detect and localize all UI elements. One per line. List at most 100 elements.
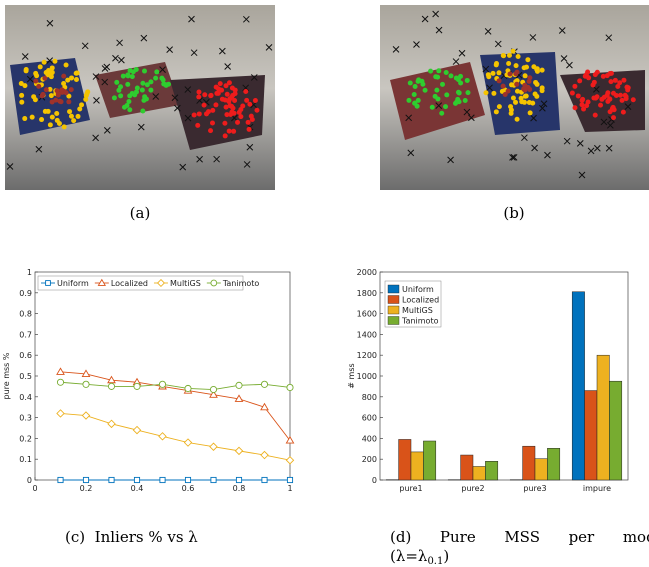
- feature-cross: [243, 161, 251, 168]
- data-point: [234, 446, 244, 456]
- feature-point: [590, 82, 596, 88]
- feature-point: [229, 85, 235, 91]
- data-point: [285, 456, 295, 465]
- x-tick-label: 0.2: [80, 484, 93, 493]
- feature-point: [65, 77, 71, 83]
- feature-cross: [196, 155, 203, 163]
- feature-point: [249, 117, 255, 123]
- data-point: [133, 476, 141, 484]
- feature-point: [42, 75, 48, 81]
- legend-swatch: [387, 295, 400, 304]
- feature-point: [223, 83, 229, 89]
- feature-point: [513, 63, 519, 69]
- feature-point: [625, 85, 631, 91]
- feature-point: [434, 87, 440, 93]
- x-tick-label: impure: [583, 484, 611, 493]
- bar: [571, 291, 585, 481]
- y-tick-label: 0.9: [19, 289, 32, 298]
- legend-marker: [210, 279, 218, 287]
- legend-label: Localized: [111, 279, 148, 288]
- feature-point: [522, 73, 528, 79]
- data-point: [286, 383, 294, 391]
- feature-cross: [606, 121, 614, 129]
- feature-cross: [521, 134, 528, 142]
- y-tick-label: 2000: [357, 268, 377, 277]
- feature-cross: [140, 34, 148, 42]
- feature-point: [63, 62, 69, 68]
- feature-point: [508, 110, 514, 116]
- feature-point: [500, 83, 506, 89]
- feature-point: [456, 90, 462, 96]
- data-point: [234, 394, 244, 402]
- feature-point: [600, 73, 606, 79]
- feature-point: [623, 96, 629, 102]
- feature-point: [572, 83, 578, 89]
- feature-point: [534, 68, 540, 74]
- bar: [423, 440, 437, 481]
- feature-point: [415, 97, 421, 103]
- y-axis-label: pure mss %: [2, 352, 11, 399]
- feature-point: [118, 84, 124, 90]
- caption: (c) Inliers % vs λ: [65, 528, 198, 546]
- feature-point: [37, 64, 43, 70]
- feature-point: [429, 104, 435, 110]
- feature-point: [500, 53, 506, 59]
- feature-point: [428, 68, 434, 74]
- feature-point: [61, 81, 67, 87]
- feature-point: [22, 116, 28, 122]
- feature-point: [491, 90, 497, 96]
- feature-point: [66, 99, 72, 105]
- feature-point: [222, 120, 228, 126]
- feature-point: [226, 128, 232, 134]
- feature-cross: [26, 75, 34, 83]
- feature-point: [618, 92, 624, 98]
- feature-point: [208, 128, 214, 134]
- bar: [522, 445, 536, 481]
- feature-point: [19, 92, 25, 98]
- feature-point: [49, 65, 55, 71]
- feature-point: [611, 107, 617, 113]
- feature-point: [228, 112, 234, 118]
- feature-point: [496, 104, 502, 110]
- legend-swatch: [387, 305, 400, 315]
- feature-point: [607, 96, 613, 102]
- feature-point: [608, 79, 614, 85]
- feature-cross: [46, 57, 54, 64]
- caption: (b): [503, 204, 524, 222]
- feature-point: [196, 89, 202, 95]
- feature-point: [71, 118, 77, 124]
- feature-cross: [6, 163, 14, 170]
- feature-point: [443, 70, 449, 76]
- feature-point: [610, 90, 616, 96]
- feature-point: [67, 109, 73, 115]
- feature-point: [148, 79, 154, 85]
- y-axis-label: # mss: [347, 363, 356, 388]
- feature-cross: [576, 140, 584, 147]
- feature-point: [539, 67, 545, 73]
- feature-point: [514, 81, 520, 87]
- feature-point: [514, 78, 520, 84]
- feature-point: [406, 97, 412, 103]
- feature-point: [56, 120, 62, 126]
- feature-point: [464, 77, 470, 83]
- feature-cross: [529, 34, 537, 41]
- feature-point: [247, 101, 253, 107]
- feature-point: [79, 102, 85, 108]
- plot-frame: [34, 271, 291, 481]
- feature-cross: [407, 149, 415, 157]
- feature-point: [615, 84, 621, 90]
- legend-label: Tanimoto: [222, 279, 260, 288]
- feature-cross: [531, 144, 538, 152]
- bar: [584, 390, 598, 481]
- y-tick-label: 0.7: [19, 330, 32, 339]
- y-tick-label: 0.2: [19, 434, 32, 443]
- feature-point: [126, 98, 132, 104]
- feature-point: [572, 105, 578, 111]
- feature-point: [19, 99, 25, 105]
- feature-point: [75, 113, 81, 119]
- feature-cross: [184, 114, 192, 122]
- feature-point: [483, 90, 489, 96]
- feature-point: [208, 93, 214, 99]
- feature-cross: [265, 44, 273, 51]
- feature-cross: [405, 114, 413, 122]
